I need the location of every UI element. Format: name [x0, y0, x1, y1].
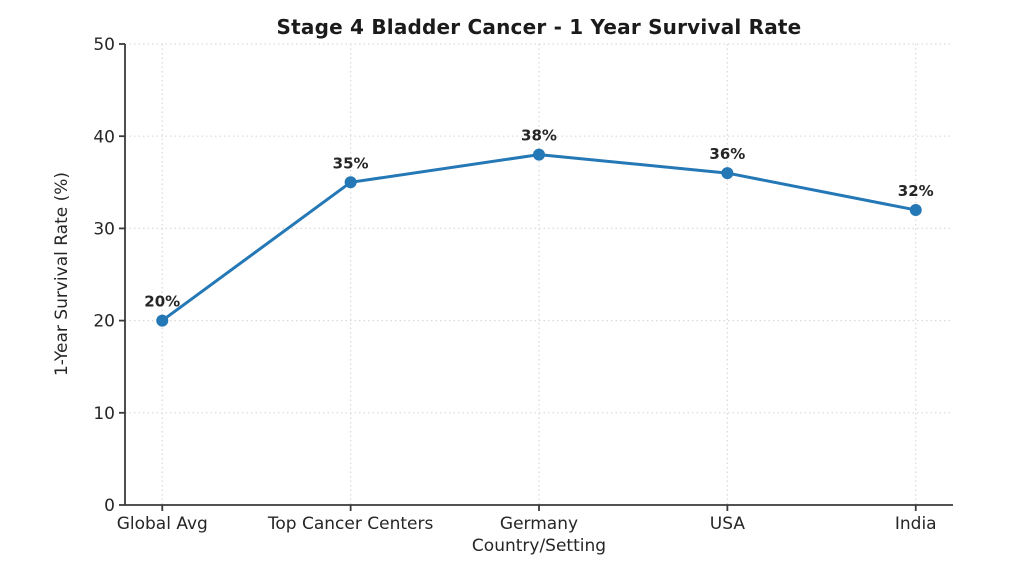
x-axis-tick-label: India: [895, 514, 937, 534]
data-point-marker: [533, 148, 545, 161]
data-point-label: 36%: [709, 145, 745, 163]
x-axis-tick-label: Top Cancer Centers: [267, 514, 434, 534]
data-point-label: 32%: [898, 182, 934, 200]
data-point-label: 35%: [333, 154, 369, 172]
data-point-marker: [909, 203, 922, 216]
x-axis-tick-label: Global Avg: [117, 514, 208, 534]
y-axis-tick-label: 10: [93, 404, 115, 424]
y-axis-tick-label: 20: [93, 312, 115, 332]
y-axis-tick-label: 50: [93, 35, 115, 55]
x-axis-tick-label: USA: [710, 514, 746, 534]
data-point-marker: [344, 176, 357, 189]
data-point-marker: [156, 314, 169, 327]
x-axis-tick-label: Germany: [500, 514, 578, 534]
data-point-label: 38%: [521, 127, 557, 145]
data-point-label: 20%: [144, 293, 180, 311]
data-point-marker: [721, 167, 734, 180]
x-axis-label: Country/Setting: [471, 536, 607, 556]
y-axis-tick-label: 0: [104, 496, 115, 516]
y-axis-tick-label: 30: [93, 220, 115, 240]
chart-title: Stage 4 Bladder Cancer - 1 Year Survival…: [276, 15, 802, 39]
y-axis-tick-label: 40: [93, 127, 115, 147]
